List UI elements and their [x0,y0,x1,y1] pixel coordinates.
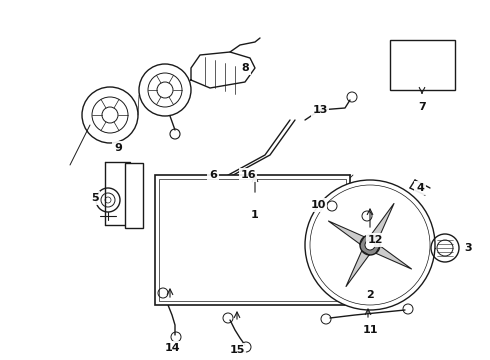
Bar [155,175,350,305]
Text: 4: 4 [416,183,424,193]
Text: 5: 5 [91,193,99,203]
Circle shape [360,235,380,255]
Text: 10: 10 [310,200,326,210]
Polygon shape [328,221,364,244]
Circle shape [305,180,435,310]
Bar [125,163,143,228]
Polygon shape [191,52,255,88]
Text: 2: 2 [366,290,374,300]
Text: 9: 9 [114,143,122,153]
Text: 14: 14 [164,343,180,353]
Text: 11: 11 [362,325,378,335]
Text: 16: 16 [240,170,256,180]
Text: 15: 15 [229,345,245,355]
Text: 1: 1 [251,210,259,220]
Bar [390,40,455,90]
Text: 8: 8 [241,63,249,73]
Text: 13: 13 [312,105,328,115]
Text: 12: 12 [367,235,383,245]
Text: 6: 6 [209,170,217,180]
Polygon shape [346,251,369,287]
Bar [159,179,346,301]
Text: 7: 7 [418,102,426,112]
Circle shape [365,240,375,250]
Polygon shape [371,203,394,239]
Polygon shape [376,246,412,269]
Text: 3: 3 [464,243,472,253]
